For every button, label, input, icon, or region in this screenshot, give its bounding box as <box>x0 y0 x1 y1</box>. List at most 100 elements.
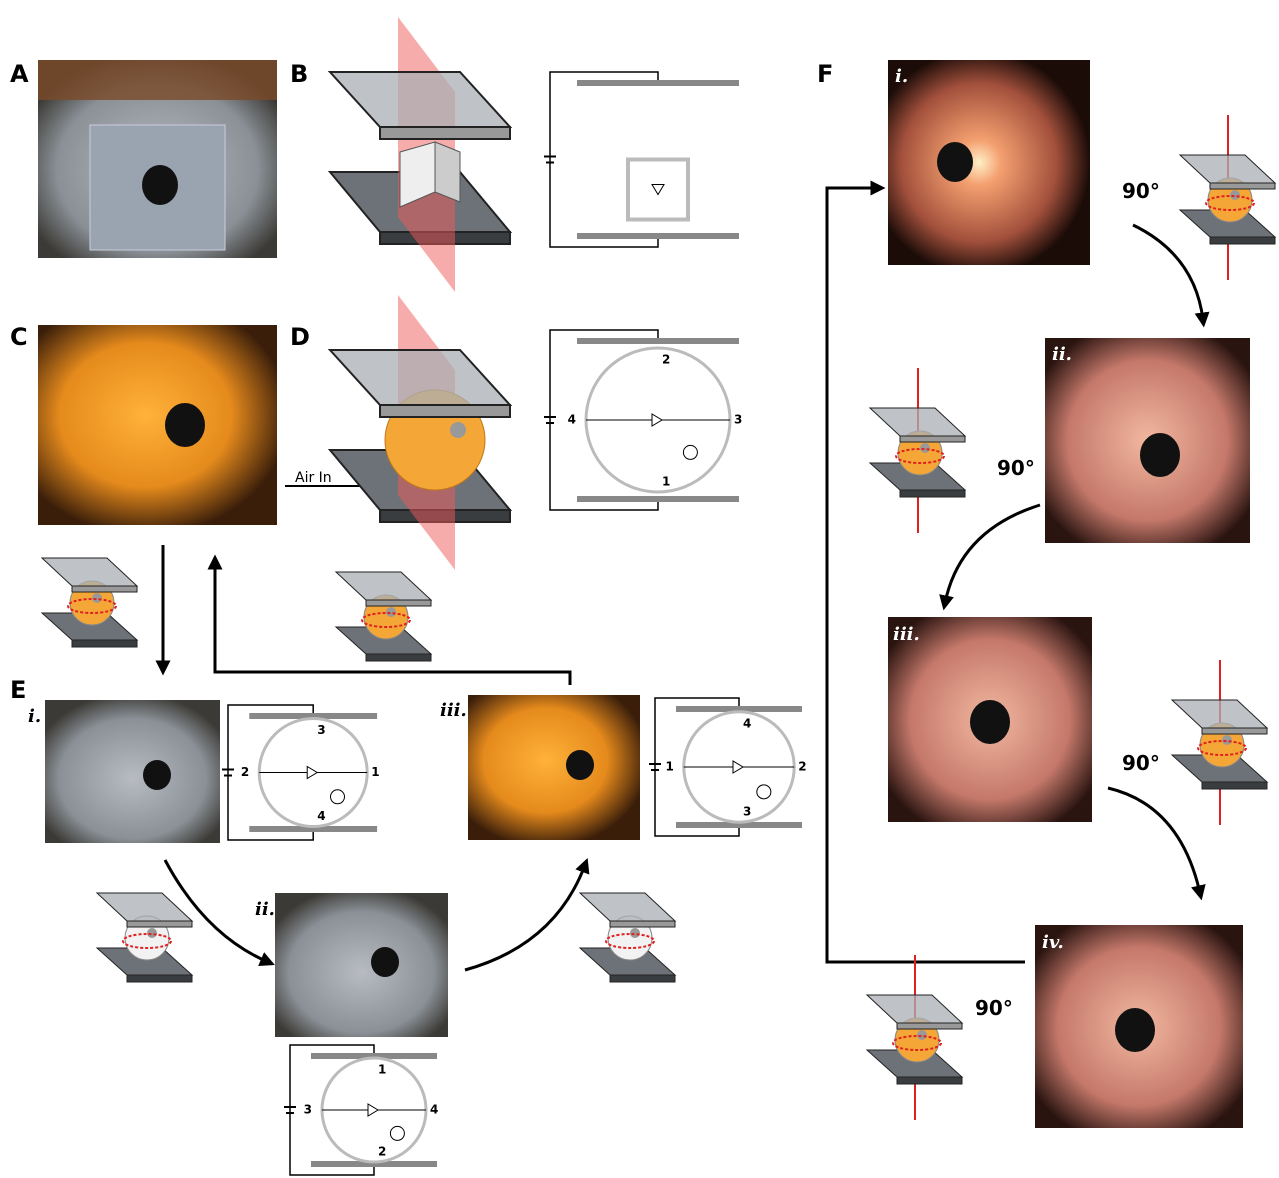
icon-top-plate <box>40 557 139 587</box>
icon-top-plate <box>578 892 677 922</box>
sublabel: i. <box>895 66 908 87</box>
icon-top-edge <box>71 585 138 593</box>
icon-dot <box>386 607 396 617</box>
icon-top-edge <box>1209 182 1276 190</box>
diode <box>306 765 319 780</box>
terminal-label: 1 <box>662 475 670 489</box>
terminal-label: 2 <box>241 765 249 779</box>
panel-label: C <box>10 323 28 351</box>
icon-top-edge <box>126 920 193 928</box>
arrow <box>825 180 1025 964</box>
terminal-label: 2 <box>798 760 806 774</box>
panel-label: B <box>290 60 308 88</box>
icon-top-edge <box>896 1022 963 1030</box>
photo-c <box>38 325 277 525</box>
icon-top-plate <box>1178 154 1277 184</box>
switch <box>756 784 772 800</box>
circuit-wire <box>227 704 314 841</box>
terminal-label: 1 <box>665 760 673 774</box>
icon-rotation <box>1205 195 1255 211</box>
icon-rotation <box>361 612 411 628</box>
circuit-wire <box>549 329 659 511</box>
plate <box>249 826 378 832</box>
icon-dot <box>147 928 157 938</box>
switch <box>682 444 698 460</box>
rotation-label: 90° <box>975 996 1013 1020</box>
photos <box>38 60 1250 1128</box>
circuit: 2 4 3 1 <box>544 329 742 511</box>
panel-label: E <box>10 676 26 704</box>
photo-e-i <box>45 700 220 843</box>
plate <box>577 338 739 344</box>
icon-rotation <box>1197 740 1247 756</box>
icon-bottom-edge <box>896 1076 963 1085</box>
arrow <box>1107 786 1206 901</box>
circuit-wire <box>549 71 659 248</box>
sublabel: iv. <box>1042 932 1064 953</box>
photo-hole <box>143 760 171 790</box>
plate <box>249 713 378 719</box>
diode <box>367 1103 379 1117</box>
terminal-label: 3 <box>743 805 751 819</box>
arrow <box>939 503 1041 611</box>
icon-dot <box>630 928 640 938</box>
icon-rotation <box>895 448 945 464</box>
terminal-label: 1 <box>371 765 379 779</box>
icon-top-plate <box>868 407 967 437</box>
circuit: 4 1 2 3 <box>649 697 807 837</box>
top-plate <box>327 349 513 406</box>
rotation-label: 90° <box>1122 179 1160 203</box>
plate <box>311 1161 437 1167</box>
photo-hole <box>165 403 205 447</box>
circuit-wire <box>654 697 740 837</box>
top-plate <box>327 71 513 128</box>
icon-bottom-edge <box>899 489 966 498</box>
icon-bottom-edge <box>1209 236 1276 245</box>
circuit: 3 2 1 4 <box>222 704 380 841</box>
rotation-label: 90° <box>1122 751 1160 775</box>
plate <box>676 822 802 828</box>
photo-hole <box>142 165 178 205</box>
plate <box>577 496 739 502</box>
sublabel: i. <box>28 706 41 727</box>
arrow <box>163 859 275 966</box>
plate <box>676 706 802 712</box>
terminal-label: 4 <box>568 413 576 427</box>
photo-a-bg <box>38 60 277 100</box>
circuit-wire <box>289 1044 375 1176</box>
air-in-label: Air In <box>295 470 332 486</box>
icon-dot <box>92 593 102 603</box>
cube-outline <box>626 157 690 222</box>
switch <box>330 789 345 805</box>
photo-f-i <box>888 60 1090 265</box>
rotation-label: 90° <box>997 456 1035 480</box>
photo-hole <box>1140 433 1180 477</box>
photo-a-cube <box>89 124 226 251</box>
terminal-label: 4 <box>743 716 751 730</box>
arrow <box>1132 223 1210 328</box>
terminal-label: 2 <box>378 1145 386 1159</box>
sublabel: iii. <box>893 624 920 645</box>
icon-dot <box>1222 735 1232 745</box>
sublabel: iii. <box>440 700 467 721</box>
arrow <box>207 554 572 685</box>
diode <box>732 760 744 774</box>
plate <box>311 1053 437 1059</box>
terminal-label: 3 <box>734 413 742 427</box>
panel-label: A <box>10 60 29 88</box>
photo-hole <box>970 700 1010 744</box>
icon-top-edge <box>899 435 966 443</box>
photo-e-ii <box>275 893 448 1037</box>
terminal-label: 1 <box>378 1063 386 1077</box>
icon-rotation <box>67 598 117 614</box>
icon-top-plate <box>95 892 194 922</box>
icon-rotation <box>122 933 172 949</box>
diode <box>651 184 665 196</box>
arrow <box>464 857 590 972</box>
icon-bottom-edge <box>126 974 193 983</box>
photo-hole <box>1115 1008 1155 1052</box>
cube-face <box>434 141 461 203</box>
top-plate-edge <box>379 126 511 140</box>
plate <box>577 233 739 239</box>
